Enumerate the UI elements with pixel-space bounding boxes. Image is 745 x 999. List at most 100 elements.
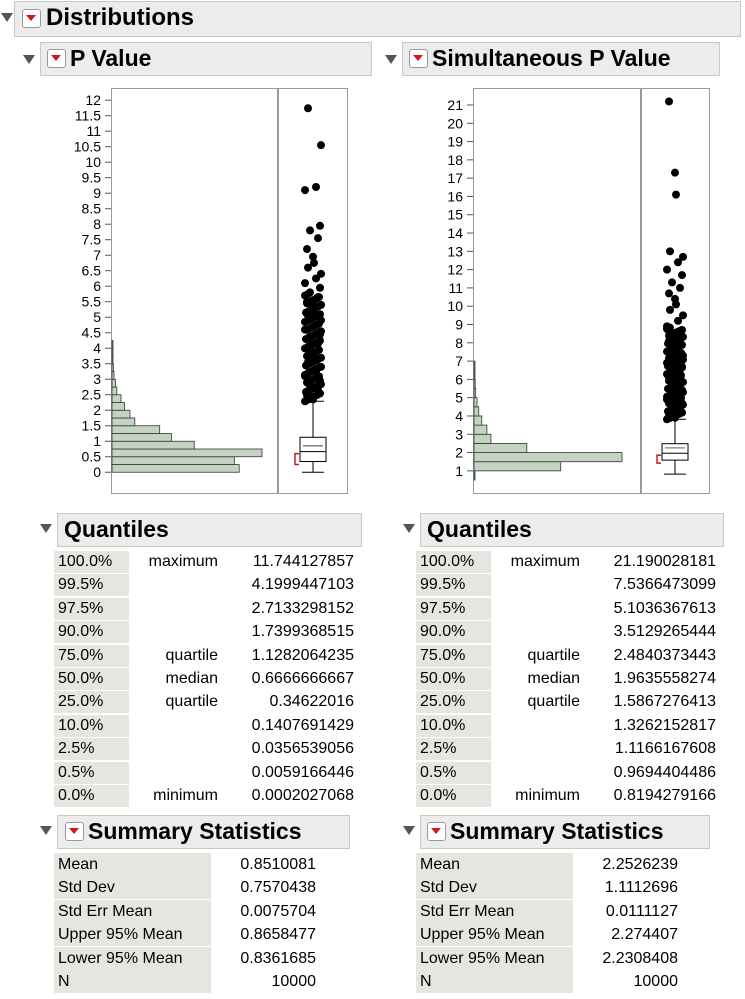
histogram-bar <box>473 360 476 371</box>
quantile-percent: 90.0% <box>54 621 129 644</box>
quantile-value: 11.744127857 <box>252 553 354 570</box>
y-tick-label: 3 <box>93 371 101 387</box>
summary-statistics-table: Mean 0.8510081 Std Dev 0.7570438 Std Err Mea… <box>54 853 319 993</box>
panel-title: P Value <box>70 45 152 71</box>
y-tick-label: 2 <box>93 402 101 418</box>
quantile-percent: 97.5% <box>54 597 129 620</box>
histogram-bar <box>473 397 478 408</box>
y-tick-label: 11.5 <box>75 108 101 124</box>
y-tick-label: 8 <box>93 216 101 232</box>
quantile-value: 0.1407691429 <box>251 716 354 734</box>
outlier-point <box>679 311 687 320</box>
histogram-bar <box>111 456 235 465</box>
y-tick-label: 2 <box>455 445 463 461</box>
y-tick-label: 2.5 <box>82 387 102 403</box>
disclosure-triangle-icon[interactable] <box>23 55 35 64</box>
histogram-bar <box>473 378 476 389</box>
y-tick-label: 9.5 <box>82 170 102 186</box>
histogram-bar <box>111 425 161 434</box>
y-tick-label: 16 <box>447 188 463 204</box>
disclosure-triangle-icon[interactable] <box>1 13 13 22</box>
quantile-value: 3.5129265444 <box>613 623 716 641</box>
outlier-point <box>677 394 685 403</box>
disclosure-triangle-icon[interactable] <box>403 524 415 533</box>
histogram-bar <box>111 448 263 458</box>
red-triangle-menu-icon[interactable] <box>427 822 446 841</box>
summary-value: 10000 <box>633 973 679 990</box>
y-tick-label: 14 <box>447 225 463 241</box>
quantile-value: 0.6666666667 <box>251 670 354 687</box>
distributions-header <box>14 1 741 37</box>
histogram-bar <box>473 452 623 463</box>
quantile-value: 0.9694404486 <box>613 763 716 781</box>
outlier-point <box>315 372 323 381</box>
quantile-value: 0.0002027068 <box>251 787 354 804</box>
histogram-bar <box>473 406 480 417</box>
outlier-point <box>674 316 682 325</box>
histogram-bar <box>111 440 195 450</box>
summary-statistics-header <box>57 815 350 849</box>
disclosure-triangle-icon[interactable] <box>385 55 397 64</box>
y-tick-label: 17 <box>447 170 463 186</box>
y-tick-label: 8.5 <box>82 201 102 217</box>
quantile-label: maximum <box>148 553 218 570</box>
histogram-bar <box>111 417 136 427</box>
y-tick-label: 0 <box>93 464 101 480</box>
quantile-percent: 25.0% <box>416 691 491 714</box>
y-tick-label: 18 <box>447 152 463 168</box>
outlier-point <box>666 305 674 314</box>
box-iqr <box>661 443 689 461</box>
histogram-bar <box>111 378 116 388</box>
disclosure-triangle-icon[interactable] <box>40 826 52 835</box>
red-triangle-menu-icon[interactable] <box>47 49 66 68</box>
quantile-label: quartile <box>527 693 580 711</box>
outlier-point <box>316 221 324 230</box>
box-iqr <box>299 436 327 463</box>
outlier-point <box>668 278 676 287</box>
histogram-bar <box>111 394 122 403</box>
histogram-bar <box>111 386 118 396</box>
quantile-label: minimum <box>515 787 580 804</box>
outlier-point <box>679 332 687 341</box>
outlier-point <box>663 265 671 274</box>
quantile-value: 1.9635558274 <box>613 670 716 687</box>
y-tick-label: 8 <box>455 335 463 351</box>
y-tick-label: 5 <box>455 390 463 406</box>
histogram-bar <box>473 424 488 435</box>
outlier-point <box>301 186 309 195</box>
panel-title: Simultaneous P Value <box>432 45 671 71</box>
summary-label: N <box>416 970 573 993</box>
histogram-bar <box>111 402 125 411</box>
quantile-label: median <box>527 670 580 687</box>
quantile-label: quartile <box>527 646 580 664</box>
disclosure-triangle-icon[interactable] <box>40 524 52 533</box>
y-tick-label: 1 <box>93 433 101 449</box>
quantile-value: 21.190028181 <box>613 553 716 570</box>
quantile-label: median <box>165 670 218 687</box>
outlier-point <box>316 363 324 372</box>
summary-statistics-title: Summary Statistics <box>450 818 664 844</box>
red-triangle-menu-icon[interactable] <box>409 49 428 68</box>
outlier-point <box>678 340 686 349</box>
outlier-point <box>671 294 679 303</box>
quantile-value: 0.8194279166 <box>613 787 716 804</box>
outlier-point <box>303 245 311 254</box>
y-tick-label: 11 <box>86 123 101 139</box>
summary-value: 0.8510081 <box>240 856 316 873</box>
pvalue-chart: 00.511.522.533.544.555.566.577.588.599.5… <box>74 92 327 480</box>
outlier-point <box>316 310 324 319</box>
y-tick-label: 4.5 <box>82 325 102 341</box>
red-triangle-menu-icon[interactable] <box>22 9 41 28</box>
outlier-point <box>304 104 312 113</box>
quantile-percent: 0.5% <box>54 761 129 784</box>
y-tick-label: 6.5 <box>82 263 102 279</box>
outlier-point <box>312 183 320 192</box>
red-triangle-menu-icon[interactable] <box>65 822 84 841</box>
shortest-half-bracket <box>656 454 661 464</box>
outlier-point <box>671 168 679 177</box>
summary-label: N <box>54 970 211 993</box>
outlier-point <box>315 319 323 328</box>
outlier-point <box>317 327 325 336</box>
disclosure-triangle-icon[interactable] <box>403 826 415 835</box>
outlier-point <box>315 345 323 354</box>
